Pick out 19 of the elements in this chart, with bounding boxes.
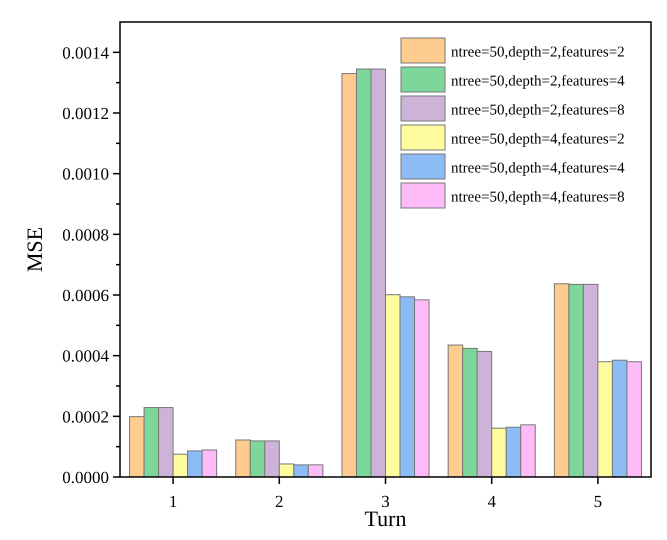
y-tick-label: 0.0014 bbox=[62, 43, 110, 62]
x-tick-label: 2 bbox=[275, 492, 284, 511]
y-tick-label: 0.0004 bbox=[62, 346, 110, 366]
y-tick-label: 0.0000 bbox=[62, 468, 109, 487]
x-tick-label: 5 bbox=[594, 492, 602, 511]
legend-label: ntree=50,depth=4,features=2 bbox=[451, 131, 625, 148]
y-tick-label: 0.0010 bbox=[62, 164, 109, 184]
legend-label: ntree=50,depth=4,features=8 bbox=[451, 189, 625, 206]
legend-label: ntree=50,depth=2,features=8 bbox=[451, 102, 625, 118]
x-tick-label: 4 bbox=[487, 492, 496, 511]
y-tick-label: 0.0008 bbox=[62, 225, 109, 244]
y-tick-label: 0.0002 bbox=[62, 407, 109, 426]
legend-label: ntree=50,depth=2,features=4 bbox=[451, 73, 626, 90]
legend-label: ntree=50,depth=4,features=4 bbox=[451, 160, 626, 176]
x-tick-label: 1 bbox=[168, 492, 178, 511]
legend-label: ntree=50,depth=2,features=2 bbox=[451, 44, 625, 60]
y-axis-title: MSE bbox=[22, 226, 47, 272]
y-tick-label: 0.0006 bbox=[62, 286, 109, 305]
y-tick-label: 0.0012 bbox=[62, 104, 109, 123]
